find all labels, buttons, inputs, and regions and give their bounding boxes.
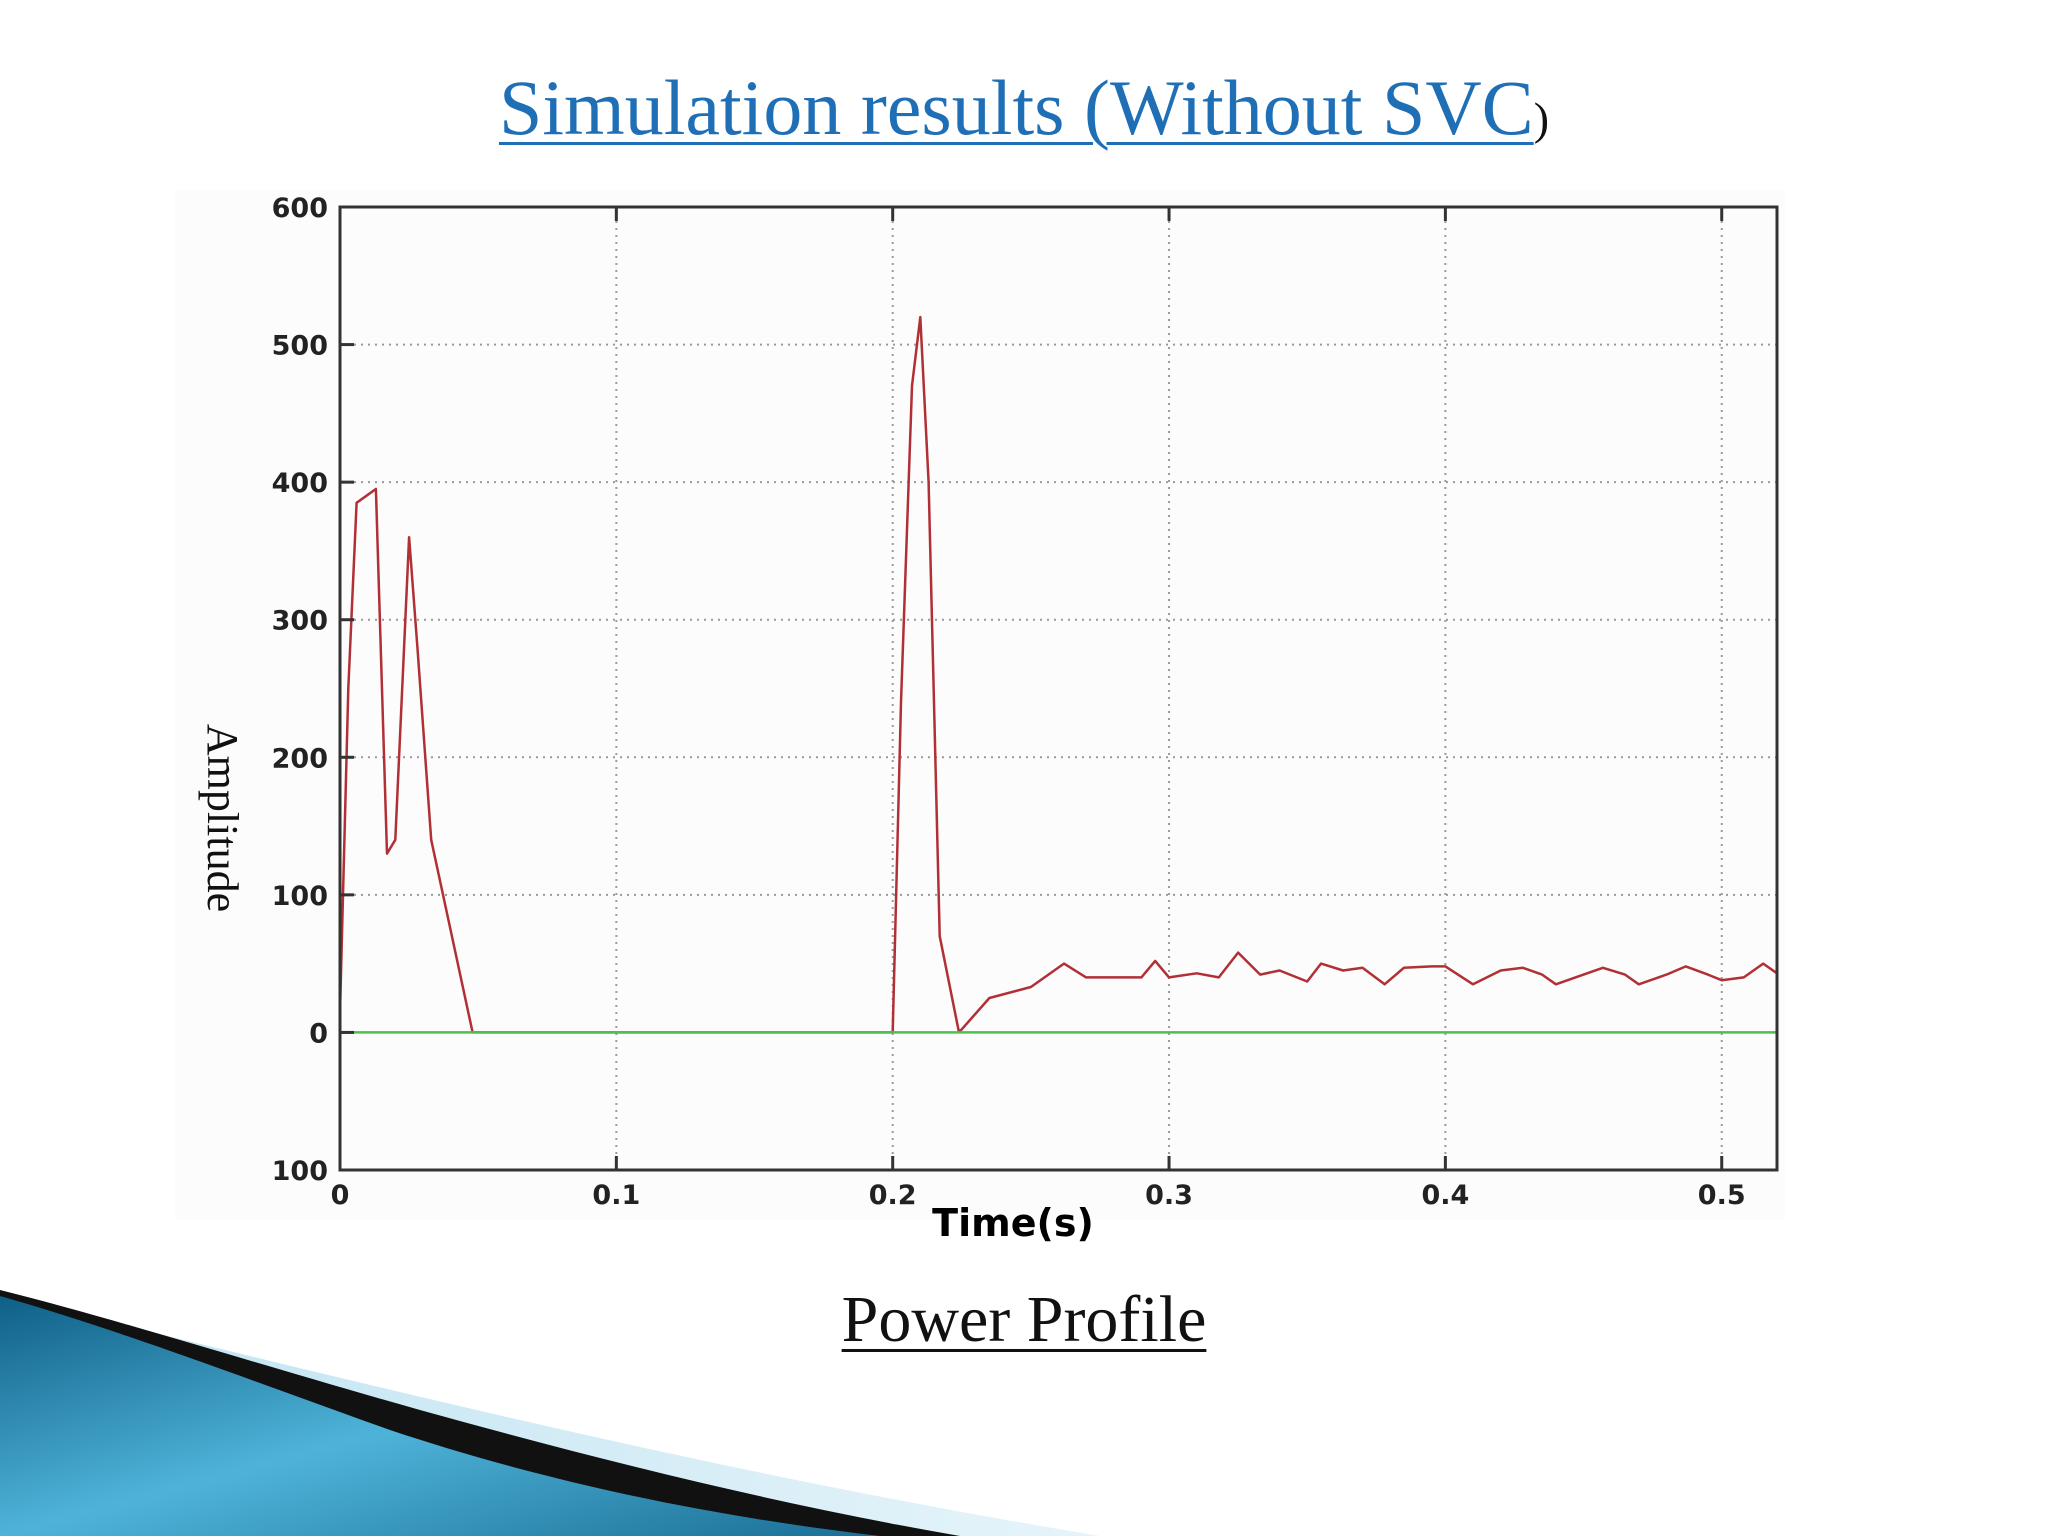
series-layer <box>338 315 1778 1034</box>
axes <box>338 205 1779 1172</box>
y-tick-label: 600 <box>272 193 328 224</box>
x-tick-label: 0.1 <box>592 1180 640 1211</box>
y-tick-label: 300 <box>272 606 328 637</box>
figure-caption: Power Profile <box>841 1283 1207 1356</box>
y-tick-label: 200 <box>272 743 328 774</box>
x-tick-labels: 0 0.1 0.2 0.3 0.4 0.5 <box>331 1180 1746 1211</box>
figure-backdrop <box>175 190 1785 1220</box>
slide-title-text: Simulation results (Without SVC <box>498 64 1534 151</box>
x-tick-label: 0.3 <box>1145 1180 1193 1211</box>
slide-title: Simulation results (Without SVC) <box>0 58 2048 169</box>
y-tick-label: 0 <box>309 1018 328 1049</box>
slide-title-paren: ) <box>1533 93 1550 144</box>
y-tick-label: 100 <box>272 881 328 912</box>
x-tick-label: 0.4 <box>1421 1180 1469 1211</box>
x-tick-label: 0 <box>331 1180 350 1211</box>
x-tick-label: 0.2 <box>869 1180 917 1211</box>
plot-background <box>175 190 1785 1220</box>
y-tick-label: 100 <box>272 1156 328 1187</box>
y-axis-label: Amplitude <box>198 724 247 912</box>
x-axis-label: Time(s) <box>932 1201 1094 1245</box>
y-tick-label: 400 <box>272 468 328 499</box>
x-tick-label: 0.5 <box>1698 1180 1746 1211</box>
series-line-power <box>338 315 1778 1034</box>
y-tick-labels: 600 500 400 300 200 100 0 100 <box>272 193 328 1187</box>
y-tick-label: 500 <box>272 331 328 362</box>
plot-frame <box>338 205 1779 1172</box>
